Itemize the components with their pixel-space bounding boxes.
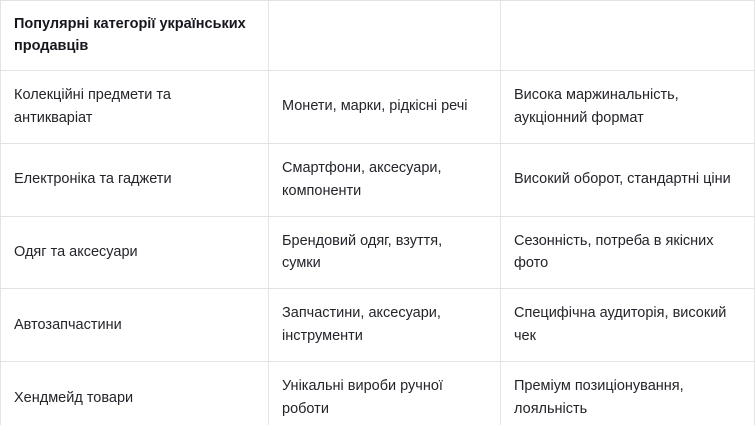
cell-category-text: Колекційні предмети та антикваріат bbox=[14, 86, 171, 126]
cell-category: Хендмейд товари bbox=[0, 361, 269, 425]
cell-examples: Запчастини, аксесуари, інструменти bbox=[268, 288, 501, 363]
cell-features: Високий оборот, стандартні ціни bbox=[500, 142, 755, 217]
cell-examples-text: Смартфони, аксесуари, компоненти bbox=[282, 159, 442, 199]
table-row: Одяг та аксесуари Брендовий одяг, взуття… bbox=[0, 215, 755, 290]
cell-features: Висока маржинальність, аукціонний формат bbox=[500, 69, 755, 144]
cell-examples-text: Унікальні вироби ручної роботи bbox=[282, 378, 443, 418]
cell-examples: Смартфони, аксесуари, компоненти bbox=[268, 142, 501, 217]
table-row: Колекційні предмети та антикваріат Монет… bbox=[0, 69, 755, 144]
cell-features: Преміум позиціонування, лояльність bbox=[500, 361, 755, 425]
column-header-features bbox=[500, 0, 755, 71]
table-row: Автозапчастини Запчастини, аксесуари, ін… bbox=[0, 288, 755, 363]
cell-category-text: Електроніка та гаджети bbox=[14, 171, 172, 188]
cell-category-text: Одяг та аксесуари bbox=[14, 244, 138, 261]
cell-features: Специфічна аудиторія, високий чек bbox=[500, 288, 755, 363]
cell-examples-text: Брендовий одяг, взуття, сумки bbox=[282, 232, 443, 272]
cell-examples: Унікальні вироби ручної роботи bbox=[268, 361, 501, 425]
cell-features-text: Специфічна аудиторія, високий чек bbox=[514, 305, 727, 345]
cell-features-text: Преміум позиціонування, лояльність bbox=[514, 378, 684, 418]
table-body: Колекційні предмети та антикваріат Монет… bbox=[0, 69, 755, 425]
cell-category-text: Хендмейд товари bbox=[14, 389, 134, 406]
table-row: Хендмейд товари Унікальні вироби ручної … bbox=[0, 361, 755, 425]
cell-features-text: Висока маржинальність, аукціонний формат bbox=[514, 86, 679, 126]
column-header-examples-label bbox=[282, 13, 484, 14]
column-header-features-label bbox=[514, 13, 738, 14]
cell-examples: Брендовий одяг, взуття, сумки bbox=[268, 215, 501, 290]
column-header-category: Популярні категорії українських продавці… bbox=[0, 0, 269, 71]
table-head: Популярні категорії українських продавці… bbox=[0, 0, 755, 71]
cell-category: Електроніка та гаджети bbox=[0, 142, 269, 217]
column-header-category-label: Популярні категорії українських продавці… bbox=[14, 16, 246, 55]
cell-examples-text: Монети, марки, рідкісні речі bbox=[282, 98, 468, 115]
cell-examples-text: Запчастини, аксесуари, інструменти bbox=[282, 305, 441, 345]
column-header-examples bbox=[268, 0, 501, 71]
cell-category-text: Автозапчастини bbox=[14, 316, 122, 333]
cell-examples: Монети, марки, рідкісні речі bbox=[268, 69, 501, 144]
table-header-row: Популярні категорії українських продавці… bbox=[0, 0, 755, 71]
cell-category: Автозапчастини bbox=[0, 288, 269, 363]
cell-category: Одяг та аксесуари bbox=[0, 215, 269, 290]
cell-features-text: Високий оборот, стандартні ціни bbox=[514, 171, 731, 188]
cell-features: Сезонність, потреба в якісних фото bbox=[500, 215, 755, 290]
cell-category: Колекційні предмети та антикваріат bbox=[0, 69, 269, 144]
cell-features-text: Сезонність, потреба в якісних фото bbox=[514, 232, 714, 272]
table-row: Електроніка та гаджети Смартфони, аксесу… bbox=[0, 142, 755, 217]
